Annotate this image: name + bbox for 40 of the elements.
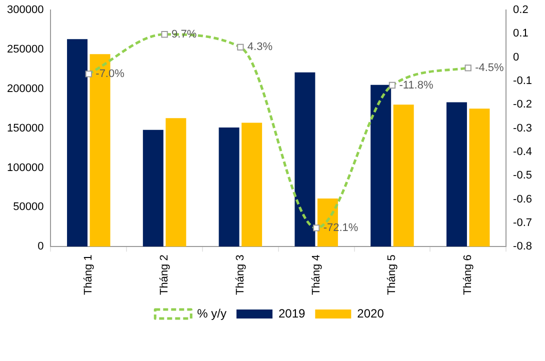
y2-tick-label: -0.7 (513, 217, 532, 230)
x-tick-label: Tháng 3 (234, 254, 246, 296)
y2-tick-label: 0 (513, 51, 520, 64)
bar (166, 118, 186, 247)
y2-tick-label: -0.3 (513, 122, 532, 134)
x-tick-label: Tháng 1 (82, 254, 95, 296)
y-tick-label: 150000 (6, 122, 44, 134)
x-tick-label: Tháng 2 (158, 254, 171, 296)
y2-tick-label: 0.1 (513, 28, 528, 40)
x-tick-label: Tháng 4 (310, 254, 322, 296)
y-tick-label: 100000 (6, 162, 44, 174)
y2-tick-label: -0.8 (513, 240, 532, 253)
x-tick-label: Tháng 5 (386, 254, 398, 296)
bar (370, 84, 392, 247)
y2-tick-label: -0.1 (513, 75, 532, 88)
data-label: -4.5% (475, 62, 504, 74)
legend-label: 2020 (357, 306, 384, 320)
y2-tick-label: 0.2 (513, 4, 528, 16)
y-tick-label: 50000 (13, 201, 44, 214)
bar (67, 39, 88, 247)
y2-tick-label: -0.4 (513, 146, 532, 158)
legend-label: % y/y (197, 306, 226, 320)
y-tick-label: 200000 (6, 82, 44, 95)
bar (446, 102, 467, 247)
bar (469, 108, 490, 247)
y2-tick-label: -0.2 (513, 98, 532, 111)
bar (218, 128, 240, 247)
y2-tick-label: -0.6 (513, 193, 532, 206)
bar (142, 130, 164, 247)
bar (294, 72, 316, 247)
bar (393, 104, 414, 247)
y-tick-label: 0 (38, 240, 44, 253)
legend-label: 2019 (278, 306, 306, 320)
data-label: 4.3% (247, 41, 273, 54)
data-label: -11.8% (399, 79, 434, 92)
y-tick-label: 250000 (6, 43, 44, 56)
bar (242, 122, 262, 247)
y-tick-label: 300000 (6, 4, 44, 16)
x-tick-label: Tháng 6 (462, 254, 474, 296)
y2-tick-label: -0.5 (513, 170, 532, 182)
